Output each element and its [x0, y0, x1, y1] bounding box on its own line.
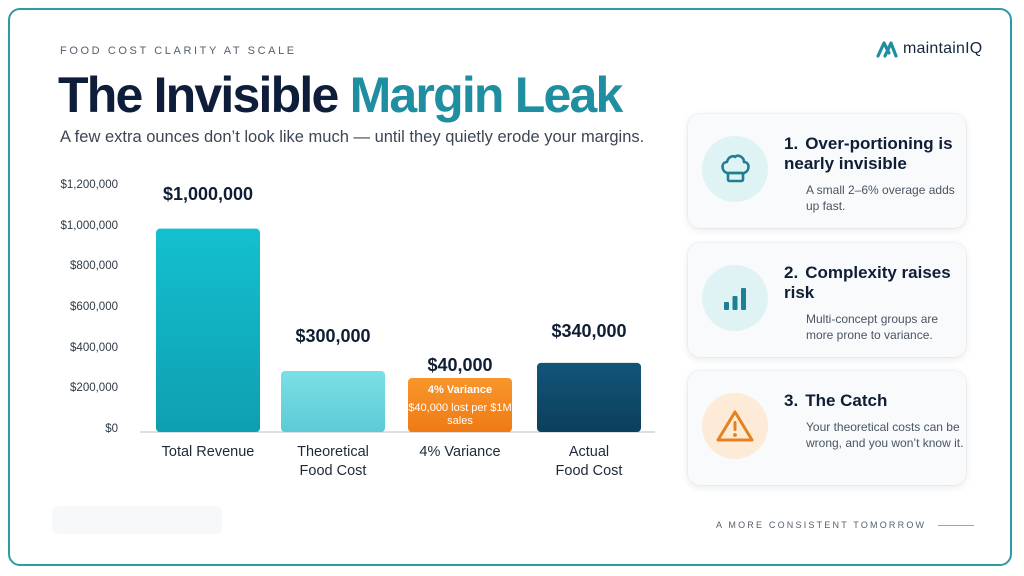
- bar-value-label: $1,000,000: [162, 184, 254, 204]
- bar-actual-food-cost: [537, 362, 641, 432]
- insight-card-2: 2. Complexity raises risk Multi-concept g…: [688, 243, 966, 357]
- y-tick-label: $1,000,000: [60, 219, 118, 232]
- title-part-2: Margin Leak: [349, 67, 624, 123]
- card-number: 1.: [784, 134, 799, 153]
- card-body: Your theoretical costs can be wrong, and…: [806, 420, 964, 450]
- insight-card-1: 1. Over-portioning is nearly invisible A …: [688, 114, 966, 228]
- card-number: 2.: [784, 263, 799, 282]
- y-tick-label: $1,200,000: [60, 179, 118, 191]
- faded-placeholder: [52, 506, 222, 534]
- y-tick-label: $0: [105, 423, 118, 435]
- y-tick-label: $800,000: [70, 260, 118, 273]
- bar-value-label: $40,000: [427, 355, 493, 375]
- card-heading: The Catch: [805, 391, 888, 410]
- variance-bar-annotation-text: $40,000 lost per $1M sales: [408, 402, 512, 427]
- variance-bar-annotation-title: 4% Variance: [427, 384, 493, 396]
- chef-hat-icon: [721, 154, 750, 183]
- card-icon-circle: [702, 393, 768, 459]
- subtitle: A few extra ounces don’t look like much …: [60, 128, 645, 146]
- y-tick-label: $200,000: [70, 382, 118, 395]
- page-title: The Invisible Margin Leak: [58, 66, 624, 124]
- footer-text: A MORE CONSISTENT TOMORROW: [716, 520, 927, 530]
- card-body: Multi-concept groups are more prone to v…: [806, 312, 939, 342]
- logo-text: maintainIQ: [903, 40, 983, 57]
- footer-divider: [938, 524, 975, 526]
- x-category-label: Total Revenue: [161, 444, 255, 460]
- bar-4-variance: [408, 378, 512, 432]
- title-part-1: The Invisible: [58, 67, 339, 123]
- card-heading: Complexity raises risk: [784, 263, 951, 302]
- bar-chart-icon: [724, 288, 746, 310]
- card-title: 2. Complexity raises risk: [784, 263, 959, 303]
- logo-mark-icon: [876, 41, 898, 58]
- bar-total-revenue: [156, 228, 260, 432]
- card-number: 3.: [784, 391, 799, 410]
- bar-value-label: $340,000: [551, 321, 627, 341]
- card-title: 1. Over-portioning is nearly invisible: [784, 134, 959, 174]
- footer-tagline: A MORE CONSISTENT TOMORROW: [716, 520, 975, 530]
- brand-logo: maintainIQ: [876, 38, 982, 60]
- card-body: A small 2–6% overage adds up fast.: [806, 183, 955, 213]
- x-category-label: 4% Variance: [419, 444, 501, 460]
- card-icon-circle: [702, 136, 768, 202]
- card-icon-circle: [702, 265, 768, 331]
- card-heading: Over-portioning is nearly invisible: [784, 134, 953, 173]
- x-category-label: Actual Food Cost: [555, 444, 623, 479]
- card-title: 3. The Catch: [784, 391, 959, 411]
- bar-theoretical-food-cost: [281, 371, 385, 432]
- y-tick-label: $600,000: [70, 301, 118, 313]
- warning-icon: [716, 410, 754, 442]
- x-category-label: Theoretical Food Cost: [297, 444, 369, 479]
- y-tick-label: $400,000: [70, 341, 118, 354]
- insight-card-3: 3. The Catch Your theoretical costs can b…: [688, 371, 966, 485]
- eyebrow-label: FOOD COST CLARITY AT SCALE: [60, 45, 297, 57]
- bar-value-label: $300,000: [295, 326, 371, 346]
